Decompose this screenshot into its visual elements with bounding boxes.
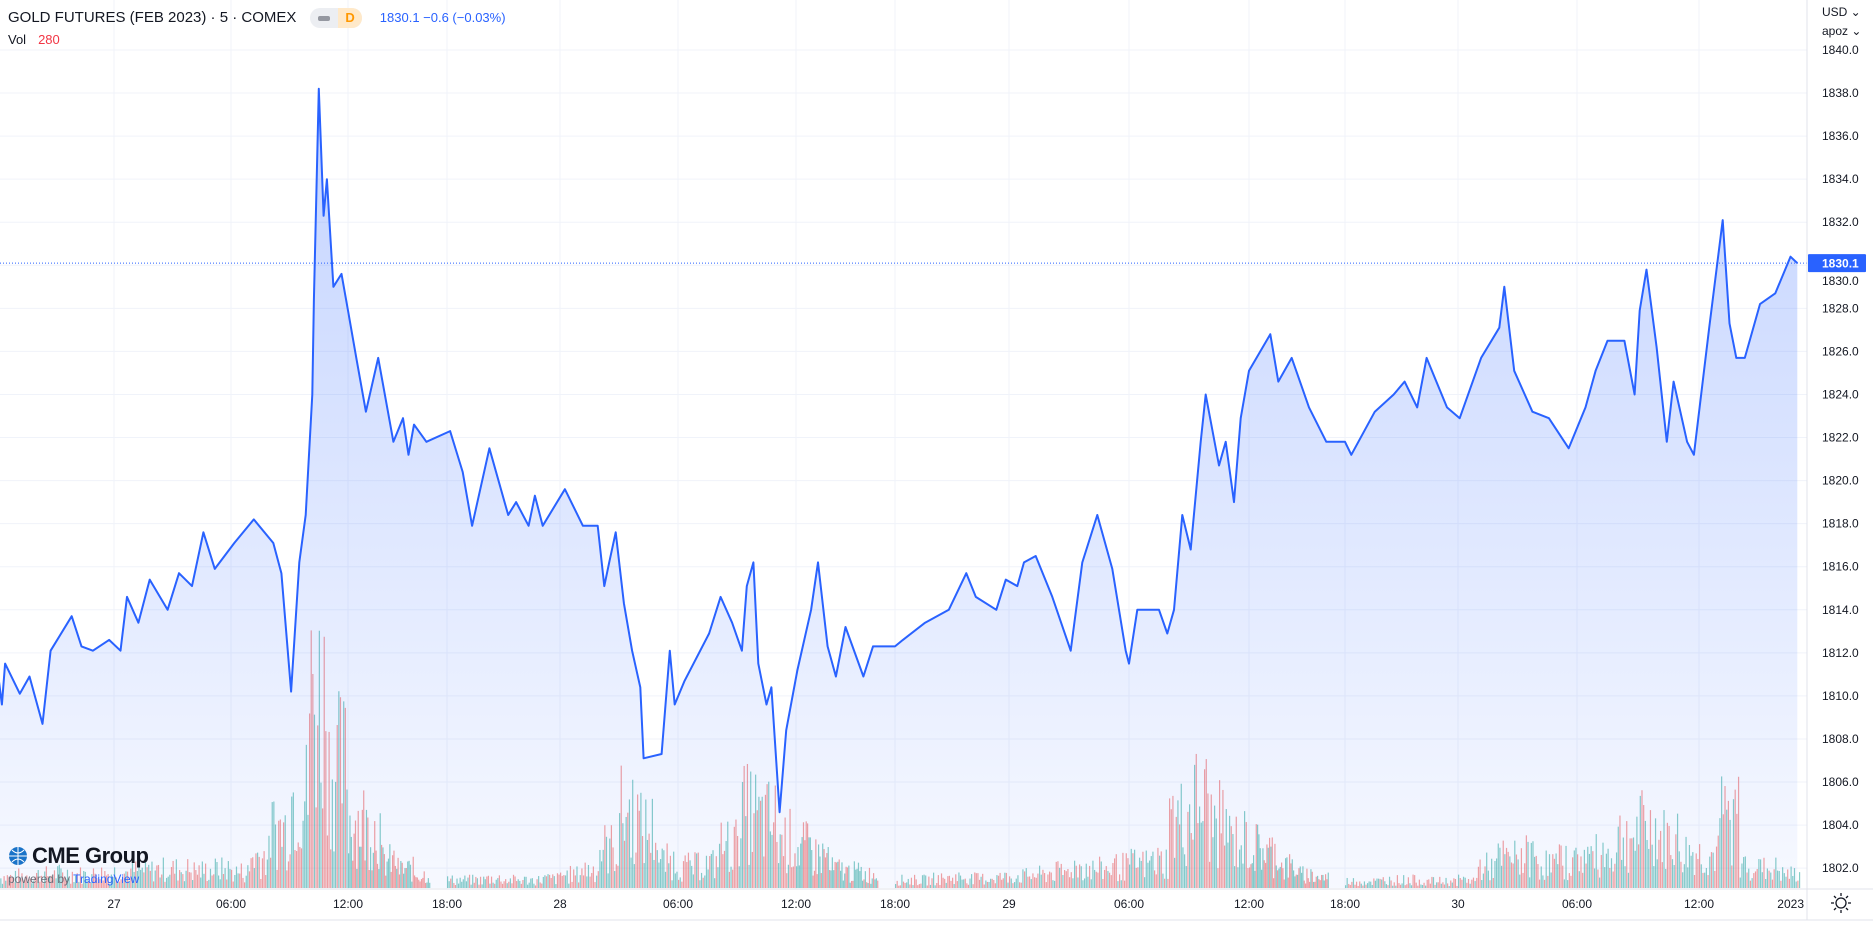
time-tick-label: 18:00	[432, 897, 462, 911]
minus-icon	[318, 15, 331, 21]
time-tick-label: 12:00	[781, 897, 811, 911]
time-tick-label: 06:00	[663, 897, 693, 911]
volume-value: 280	[38, 32, 60, 47]
time-tick-label: 2023	[1777, 897, 1804, 911]
price-tick-label: 1810.0	[1822, 689, 1859, 703]
volume-legend: Vol 280	[8, 32, 60, 48]
price-line	[0, 87, 1798, 814]
time-tick-label: 27	[107, 897, 121, 911]
price-tick-label: 1838.0	[1822, 86, 1859, 100]
price-tick-label: 1806.0	[1822, 775, 1859, 789]
price-tick-label: 1802.0	[1822, 861, 1859, 875]
time-tick-label: 06:00	[1562, 897, 1592, 911]
price-tick-label: 1824.0	[1822, 387, 1859, 401]
price-tick-label: 1828.0	[1822, 301, 1859, 315]
price-tick-label: 1826.0	[1822, 344, 1859, 358]
legend-header: GOLD FUTURES (FEB 2023) · 5 · COMEX D 18…	[8, 8, 506, 28]
volume-bar	[1797, 880, 1799, 888]
time-tick-label: 18:00	[880, 897, 910, 911]
time-tick-label: 06:00	[216, 897, 246, 911]
last-price-label: 1830.1	[1822, 257, 1859, 271]
volume-label: Vol	[8, 32, 27, 47]
sun-gear-icon[interactable]	[1830, 892, 1852, 914]
time-tick-label: 28	[553, 897, 567, 911]
price-tick-label: 1834.0	[1822, 172, 1859, 186]
time-tick-label: 30	[1451, 897, 1465, 911]
price-tick-label: 1814.0	[1822, 603, 1859, 617]
price-axis[interactable]: 1840.0 1838.0 1836.0 1834.0 1832.0 1830.0 1828…	[1808, 43, 1866, 875]
cme-logo[interactable]: CME Group	[8, 844, 149, 868]
globe-icon	[9, 847, 27, 865]
logo-text: CME Group	[32, 843, 149, 868]
interval-badge[interactable]: D	[310, 8, 362, 28]
price-tick-label: 1840.0	[1822, 43, 1859, 57]
volume-bar	[1798, 872, 1801, 888]
unit-selector[interactable]: apoz ⌄	[1822, 24, 1862, 38]
tradingview-link[interactable]: TradingView	[73, 872, 140, 886]
price-tick-label: 1836.0	[1822, 129, 1859, 143]
price-tick-label: 1818.0	[1822, 517, 1859, 531]
currency-selector[interactable]: USD ⌄	[1822, 5, 1861, 19]
time-tick-label: 18:00	[1330, 897, 1360, 911]
powered-by-text: powered by	[8, 872, 71, 886]
time-tick-label: 12:00	[333, 897, 363, 911]
price-tick-label: 1832.0	[1822, 215, 1859, 229]
symbol-title[interactable]: GOLD FUTURES (FEB 2023) · 5 · COMEX	[8, 9, 297, 26]
time-tick-label: 29	[1002, 897, 1016, 911]
price-tick-label: 1820.0	[1822, 474, 1859, 488]
price-tick-label: 1816.0	[1822, 560, 1859, 574]
time-tick-label: 06:00	[1114, 897, 1144, 911]
price-tick-label: 1812.0	[1822, 646, 1859, 660]
price-area-fill	[0, 88, 1798, 888]
price-tick-label: 1822.0	[1822, 431, 1859, 445]
time-tick-label: 12:00	[1684, 897, 1714, 911]
interval-label: D	[338, 8, 362, 28]
price-tick-label: 1804.0	[1822, 818, 1859, 832]
powered-by[interactable]: powered by TradingView	[8, 872, 139, 886]
price-tick-label: 1830.0	[1822, 274, 1859, 288]
last-price-badge	[1808, 254, 1866, 273]
price-tick-label: 1808.0	[1822, 732, 1859, 746]
time-axis[interactable]: 27 06:00 12:00 18:00 28 06:00 12:00 18:00 29 06:0…	[107, 897, 1804, 911]
price-quote: 1830.1 −0.6 (−0.03%)	[379, 10, 506, 25]
time-tick-label: 12:00	[1234, 897, 1264, 911]
